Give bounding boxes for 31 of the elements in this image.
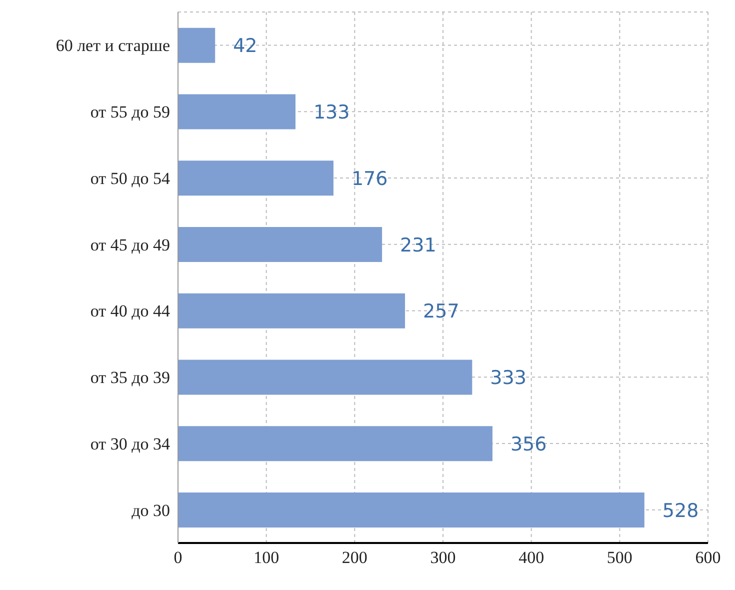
data-label: 42	[233, 35, 258, 58]
data-label: 356	[510, 433, 547, 456]
y-tick-label: от 40 до 44	[90, 302, 170, 321]
bar	[178, 426, 492, 462]
bar	[178, 492, 644, 528]
bar	[178, 94, 296, 130]
x-tick-label: 400	[518, 548, 544, 568]
data-label: 333	[490, 367, 526, 390]
y-tick-label: от 50 до 54	[90, 168, 170, 188]
data-label: 528	[662, 500, 699, 522]
x-tick-label: 0	[174, 548, 182, 568]
bar	[178, 28, 216, 63]
x-tick-label: 200	[342, 548, 368, 568]
x-tick-label: 500	[606, 548, 632, 568]
y-tick-label: от 45 до 49	[90, 235, 170, 254]
y-tick-label: от 30 до 34	[90, 434, 170, 454]
data-label: 257	[423, 300, 460, 323]
bar	[178, 360, 472, 395]
y-tick-label: от 55 до 59	[90, 102, 170, 122]
x-tick-label: 300	[430, 548, 456, 568]
data-label: 231	[400, 234, 436, 256]
y-tick-label: до 30	[132, 500, 170, 520]
x-tick-label: 600	[695, 548, 721, 568]
bar	[178, 160, 334, 196]
data-label: 133	[313, 102, 350, 124]
x-tick-label: 100	[254, 548, 280, 568]
y-tick-label: от 35 до 39	[90, 368, 170, 388]
bar	[178, 227, 382, 262]
bar	[178, 293, 406, 328]
y-tick-label: 60 лет и старше	[56, 36, 170, 56]
data-label: 176	[351, 168, 388, 190]
